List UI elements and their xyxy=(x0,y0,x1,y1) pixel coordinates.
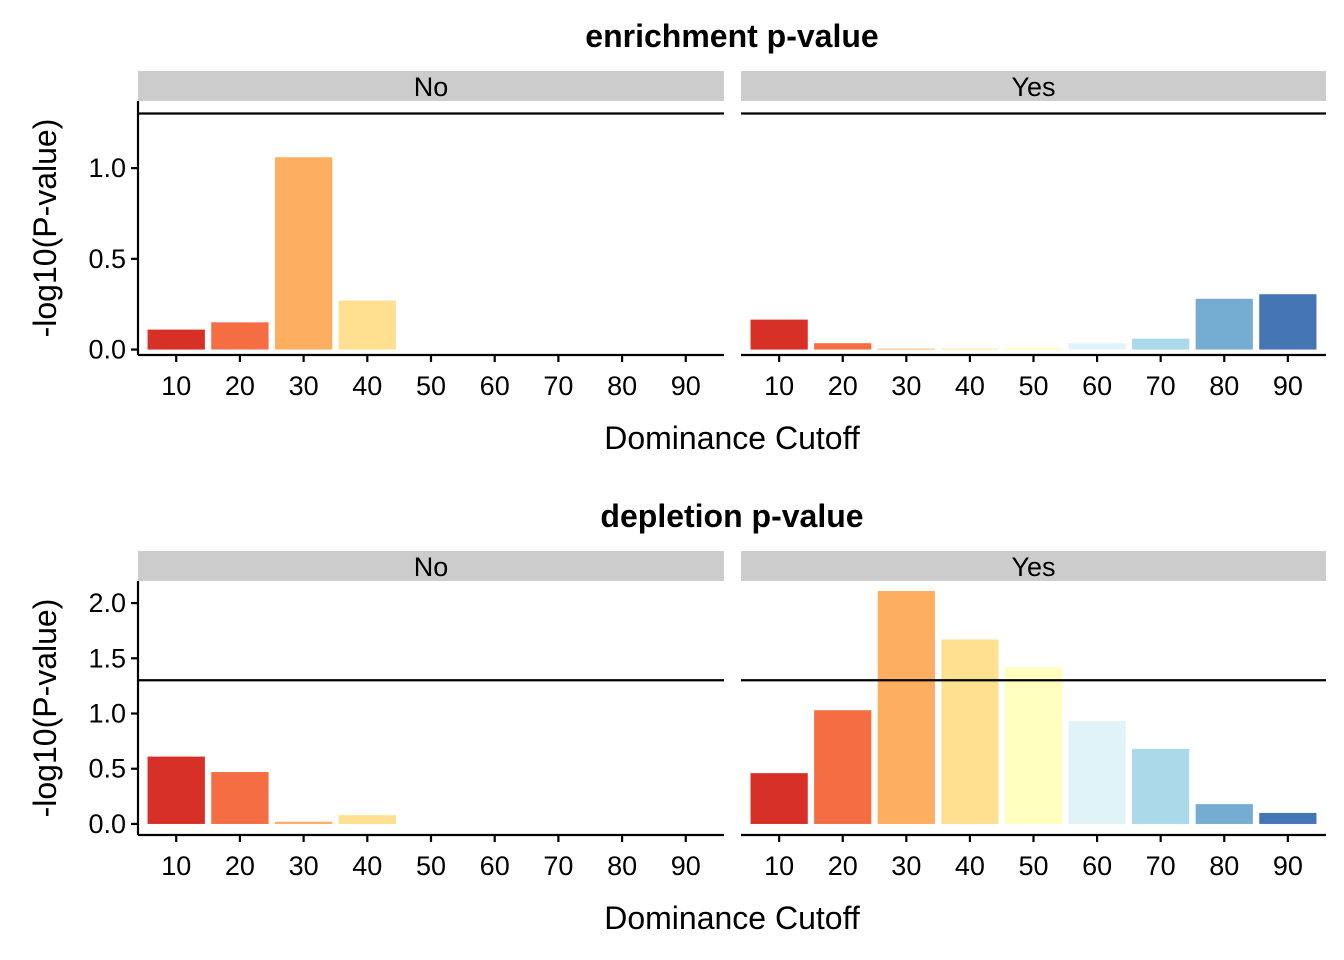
x-tick-label: 70 xyxy=(543,371,573,401)
x-tick-label: 10 xyxy=(764,371,794,401)
facet-panel-no: No 10 20 30 40 50 60 70 80 90 0.0 0.5 1.0 1.5 2.0 xyxy=(88,551,724,881)
bar-40 xyxy=(338,300,396,350)
plot-title: enrichment p-value xyxy=(585,18,878,54)
facet-strip xyxy=(138,551,724,581)
x-tick-label: 80 xyxy=(1209,851,1239,881)
bar-80 xyxy=(1195,298,1253,350)
bar-60 xyxy=(1068,343,1126,350)
x-tick-label: 30 xyxy=(289,851,319,881)
facet-strip xyxy=(138,71,724,101)
bar-10 xyxy=(147,329,205,350)
bar-90 xyxy=(1259,294,1317,350)
x-tick-label: 40 xyxy=(955,851,985,881)
bar-60 xyxy=(1068,721,1126,824)
facet-panel-yes: Yes 10 20 30 40 50 60 70 80 90 xyxy=(741,71,1326,401)
bar-10 xyxy=(147,756,205,824)
x-tick-label: 70 xyxy=(543,851,573,881)
x-tick-label: 50 xyxy=(1018,851,1048,881)
y-tick-label: 1.5 xyxy=(88,643,126,673)
x-tick-label: 50 xyxy=(416,851,446,881)
bar-90 xyxy=(1259,812,1317,824)
bar-70 xyxy=(1132,748,1190,824)
x-tick-label: 70 xyxy=(1146,851,1176,881)
x-tick-label: 50 xyxy=(1018,371,1048,401)
bar-40 xyxy=(941,348,999,350)
y-tick-label: 0.5 xyxy=(88,754,126,784)
facet-strip xyxy=(741,551,1326,581)
bar-10 xyxy=(750,773,808,824)
x-tick-label: 30 xyxy=(891,371,921,401)
x-tick-label: 10 xyxy=(161,851,191,881)
bar-70 xyxy=(1132,338,1190,350)
bar-40 xyxy=(941,639,999,824)
bar-40 xyxy=(338,815,396,824)
x-tick-label: 90 xyxy=(1273,371,1303,401)
bar-30 xyxy=(877,348,935,350)
x-tick-label: 60 xyxy=(1082,371,1112,401)
x-tick-label: 90 xyxy=(1273,851,1303,881)
chart-1: depletion p-value -log10(P-value) Dominanc… xyxy=(27,498,1326,936)
x-tick-label: 70 xyxy=(1146,371,1176,401)
y-axis-title: -log10(P-value) xyxy=(27,119,63,338)
x-tick-label: 40 xyxy=(352,851,382,881)
y-tick-label: 0.0 xyxy=(88,335,126,365)
x-tick-label: 20 xyxy=(225,851,255,881)
bar-50 xyxy=(1004,347,1063,350)
x-tick-label: 10 xyxy=(764,851,794,881)
x-axis-title: Dominance Cutoff xyxy=(604,420,860,456)
y-tick-label: 0.0 xyxy=(88,809,126,839)
bar-30 xyxy=(877,590,935,824)
x-tick-label: 20 xyxy=(828,851,858,881)
x-tick-label: 10 xyxy=(161,371,191,401)
x-tick-label: 60 xyxy=(480,371,510,401)
y-tick-label: 1.0 xyxy=(88,699,126,729)
x-tick-label: 20 xyxy=(828,371,858,401)
bar-20 xyxy=(814,710,872,824)
chart-0: enrichment p-value -log10(P-value) Dominan… xyxy=(27,18,1326,456)
facet-panel-yes: Yes 10 20 30 40 50 60 70 80 90 xyxy=(741,551,1326,881)
x-axis-title: Dominance Cutoff xyxy=(604,900,860,936)
x-tick-label: 40 xyxy=(352,371,382,401)
bar-50 xyxy=(1004,667,1063,824)
bar-80 xyxy=(1195,804,1253,824)
y-tick-label: 1.0 xyxy=(88,153,126,183)
y-axis-title: -log10(P-value) xyxy=(27,599,63,818)
x-tick-label: 80 xyxy=(1209,371,1239,401)
x-tick-label: 30 xyxy=(289,371,319,401)
bar-20 xyxy=(211,322,269,350)
bar-20 xyxy=(211,772,269,824)
facet-panel-no: No 10 20 30 40 50 60 70 80 90 0.0 0.5 1.0 xyxy=(88,71,724,401)
y-tick-label: 0.5 xyxy=(88,244,126,274)
facet-strip-label: Yes xyxy=(1011,552,1055,582)
facet-strip-label: Yes xyxy=(1011,72,1055,102)
bar-20 xyxy=(814,343,872,350)
plot-title: depletion p-value xyxy=(600,498,863,534)
x-tick-label: 50 xyxy=(416,371,446,401)
facet-strip-label: No xyxy=(414,552,449,582)
x-tick-label: 40 xyxy=(955,371,985,401)
bar-30 xyxy=(274,157,333,350)
facet-strip-label: No xyxy=(414,72,449,102)
x-tick-label: 30 xyxy=(891,851,921,881)
bar-10 xyxy=(750,319,808,350)
x-tick-label: 80 xyxy=(607,371,637,401)
x-tick-label: 90 xyxy=(671,851,701,881)
facet-strip xyxy=(741,71,1326,101)
x-tick-label: 20 xyxy=(225,371,255,401)
x-tick-label: 90 xyxy=(671,371,701,401)
bar-30 xyxy=(274,821,333,824)
x-tick-label: 60 xyxy=(480,851,510,881)
x-tick-label: 80 xyxy=(607,851,637,881)
x-tick-label: 60 xyxy=(1082,851,1112,881)
y-tick-label: 2.0 xyxy=(88,588,126,618)
